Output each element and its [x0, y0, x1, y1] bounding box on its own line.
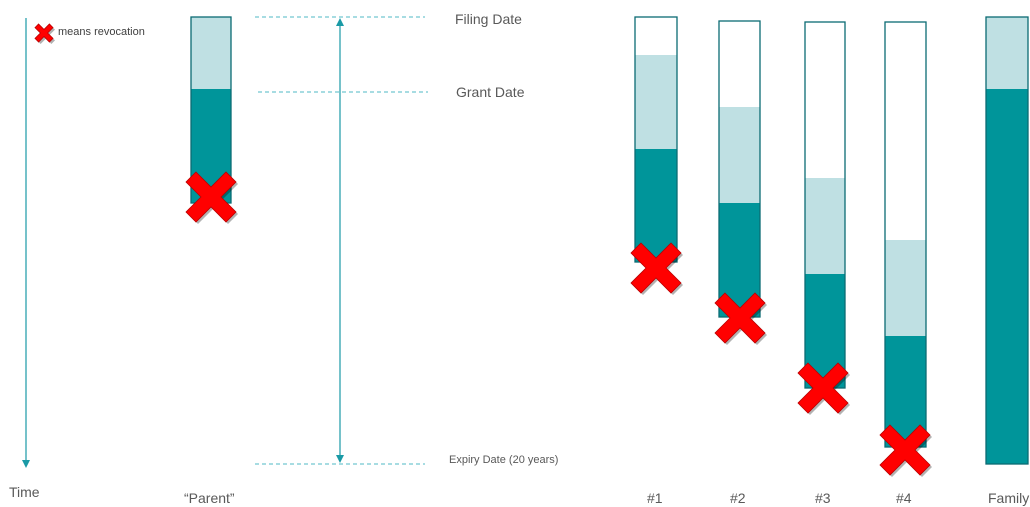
- filing-date-label: Filing Date: [455, 11, 522, 27]
- time-axis-label: Time: [9, 484, 40, 500]
- bar-3-unfiled: [805, 22, 845, 178]
- bar-1-revocation-mark: [630, 242, 683, 295]
- bar-4-unfiled: [885, 22, 926, 240]
- column-label-3: #3: [815, 490, 831, 506]
- term-span-arrowhead-top: [336, 18, 344, 26]
- term-span-arrowhead-bottom: [336, 455, 344, 463]
- column-label-4: #4: [896, 490, 912, 506]
- bar-2-pending: [719, 107, 760, 203]
- column-label-2: #2: [730, 490, 746, 506]
- bar-parent-pending: [191, 17, 231, 89]
- bar-3-pending: [805, 178, 845, 274]
- bar-4-revocation-mark: [879, 424, 932, 477]
- bar-family-outline: [985, 16, 1029, 465]
- bar-1-unfiled: [635, 17, 677, 55]
- bar-1-pending: [635, 55, 677, 149]
- bar-2-unfiled: [719, 21, 760, 107]
- bar-family-pending: [986, 17, 1028, 89]
- parent-revocation-mark: [185, 171, 238, 224]
- bar-2-revocation-mark: [714, 292, 767, 345]
- legend-revocation-icon: [34, 23, 55, 44]
- bar-1-granted: [635, 149, 677, 262]
- grant-date-label: Grant Date: [456, 84, 525, 100]
- expiry-date-label: Expiry Date (20 years): [449, 454, 559, 466]
- bar-3-revocation-mark: [797, 362, 850, 415]
- column-label-family: Family: [988, 490, 1030, 506]
- time-axis-arrowhead: [22, 460, 30, 468]
- bar-family-granted: [986, 89, 1028, 464]
- column-label-1: #1: [647, 490, 663, 506]
- column-label-parent: “Parent”: [184, 490, 235, 506]
- legend-label: means revocation: [58, 26, 145, 38]
- bar-4-pending: [885, 240, 926, 336]
